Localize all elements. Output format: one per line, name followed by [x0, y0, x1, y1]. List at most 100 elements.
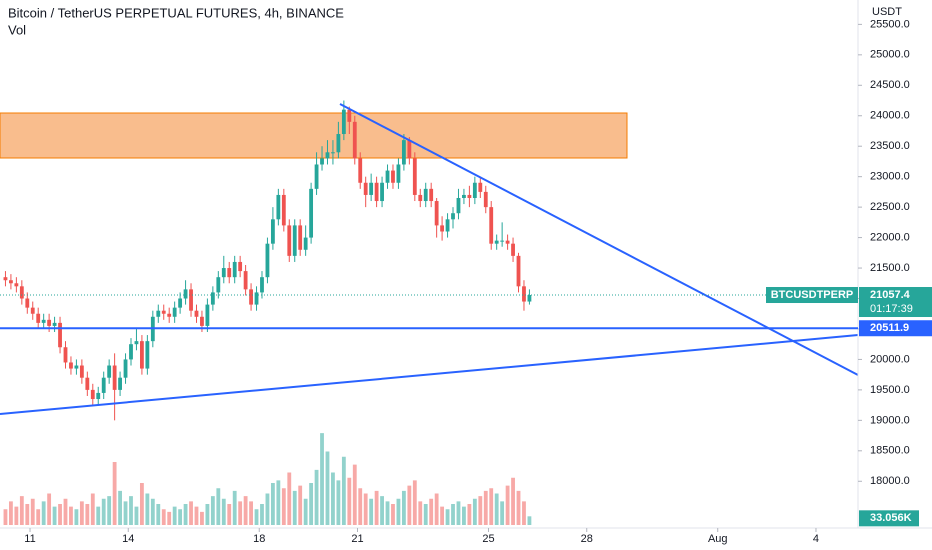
- candle-body: [79, 365, 84, 378]
- trend-line[interactable]: [339, 103, 859, 376]
- volume-bar: [374, 490, 379, 525]
- volume-bar: [418, 501, 423, 525]
- candle-body: [467, 194, 472, 198]
- candle-body: [63, 347, 68, 363]
- x-tick-label: 11: [24, 533, 35, 545]
- x-tick-label: Aug: [708, 533, 728, 545]
- candle-body: [238, 261, 243, 272]
- volume-bar: [445, 509, 450, 525]
- volume-bar: [358, 488, 363, 525]
- volume-bar: [336, 480, 341, 525]
- candle-body: [227, 268, 232, 278]
- y-tick-label: 19000.0: [870, 414, 910, 426]
- volume-bar: [451, 504, 455, 525]
- candle-body: [145, 341, 150, 369]
- candle-body: [96, 392, 101, 400]
- candle-body: [129, 344, 133, 360]
- candle-body: [139, 341, 144, 369]
- volume-bar: [527, 516, 532, 525]
- candle-body: [205, 304, 210, 326]
- candle-body: [3, 277, 8, 281]
- volume-bar: [200, 511, 204, 525]
- volume-bar: [309, 483, 314, 525]
- volume-bar: [440, 506, 445, 525]
- candle-body: [90, 389, 95, 400]
- volume-bar: [112, 462, 117, 525]
- candle-body: [161, 310, 166, 314]
- volume-bar: [363, 493, 368, 525]
- y-tick-label: 25000.0: [870, 49, 910, 61]
- volume-bar: [385, 501, 390, 525]
- volume-bar: [172, 506, 177, 525]
- candle-body: [265, 243, 270, 278]
- volume-bar: [47, 493, 52, 525]
- volume-bar: [494, 493, 499, 525]
- candle-body: [194, 310, 199, 317]
- volume-bar: [194, 506, 199, 525]
- resistance-zone[interactable]: [0, 112, 628, 159]
- level-label: 20511.9: [870, 322, 909, 334]
- volume-bar: [145, 493, 150, 525]
- volume-bar: [227, 504, 232, 525]
- candle-body: [232, 261, 237, 278]
- y-tick-label: 23000.0: [870, 171, 910, 183]
- candle-body: [74, 365, 79, 369]
- volume-bar: [331, 472, 335, 525]
- candle-body: [172, 307, 177, 317]
- candle-body: [462, 194, 466, 198]
- candle-body: [369, 182, 374, 195]
- candle-body: [41, 319, 46, 323]
- volume-bar: [52, 506, 57, 525]
- volume-bar: [36, 509, 41, 525]
- candle-body: [156, 310, 161, 317]
- candle-body: [167, 313, 172, 317]
- volume-bar: [74, 509, 79, 525]
- candle-body: [341, 109, 346, 135]
- price-tag: [859, 287, 932, 318]
- volume-bar: [511, 477, 515, 525]
- y-tick-label: 18500.0: [870, 445, 910, 457]
- candle-body: [36, 313, 41, 323]
- candle-body: [270, 219, 275, 244]
- candle-body: [254, 292, 259, 305]
- trend-line[interactable]: [0, 334, 859, 415]
- candle-body: [478, 182, 483, 192]
- volume-bar: [249, 501, 253, 525]
- volume-tag: [859, 510, 919, 527]
- candle-body: [276, 194, 281, 220]
- candle-body: [331, 152, 335, 154]
- volume-bar: [265, 493, 270, 525]
- candle-body: [380, 182, 384, 202]
- candle-body: [407, 140, 412, 159]
- volume-bar: [3, 509, 8, 525]
- volume-bar: [456, 501, 461, 525]
- candle-body: [325, 152, 330, 159]
- candle-body: [112, 365, 117, 390]
- volume-bar: [161, 509, 166, 525]
- candle-body: [123, 359, 128, 378]
- chart-title: Bitcoin / TetherUS PERPETUAL FUTURES, 4h…: [8, 5, 344, 20]
- volume-bar: [41, 501, 46, 525]
- volume-bar: [314, 469, 319, 525]
- candle-body: [9, 280, 13, 284]
- volume-bar: [423, 504, 428, 525]
- candle-body: [347, 109, 352, 122]
- volume-bar: [380, 496, 384, 525]
- candle-body: [522, 286, 526, 302]
- volume-bar: [352, 464, 357, 525]
- candle-body: [423, 188, 428, 202]
- volume-bar: [221, 498, 226, 525]
- y-tick-label: 19500.0: [870, 384, 910, 396]
- y-tick-label: 23500.0: [870, 140, 910, 152]
- volume-bar: [467, 504, 472, 525]
- candle-body: [292, 225, 297, 256]
- candle-body: [527, 295, 532, 302]
- volume-bar: [522, 501, 526, 525]
- x-tick-label: 4: [813, 533, 819, 545]
- candle-body: [429, 188, 434, 202]
- x-tick-label: 25: [482, 533, 494, 545]
- candle-body: [500, 240, 505, 242]
- volume-bar: [118, 490, 122, 525]
- volume-bar: [156, 504, 161, 525]
